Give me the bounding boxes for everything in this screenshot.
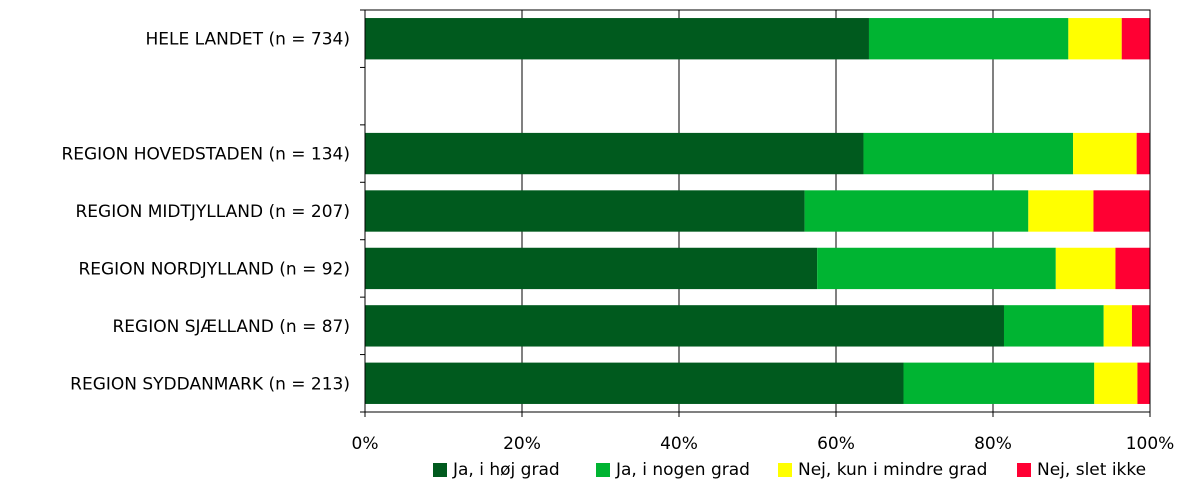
bar-ja-i-h-j-grad [365,132,864,175]
x-tick-label: 80% [974,434,1012,454]
bar-nej-kun-i-mindre-grad [1073,132,1137,175]
legend-item-nej-slet-ikke: Nej, slet ikke [1017,460,1146,480]
bar-nej-slet-ikke [1115,247,1150,290]
category-label: REGION MIDTJYLLAND (n = 207) [75,202,350,222]
legend-swatch [1017,463,1031,477]
category-label: HELE LANDET (n = 734) [145,30,350,50]
category-label: REGION SYDDANMARK (n = 213) [70,374,350,394]
legend-swatch [433,463,447,477]
legend-item-nej-kun-i-mindre-grad: Nej, kun i mindre grad [778,460,987,480]
bar-nej-kun-i-mindre-grad [1068,18,1122,60]
bar-nej-kun-i-mindre-grad [1028,190,1094,232]
legend-label: Ja, i nogen grad [615,460,750,480]
plot-area-border [364,9,1151,413]
legend-swatch [778,463,792,477]
bar-nej-slet-ikke [1137,362,1150,404]
bar-ja-i-h-j-grad [365,362,904,404]
bar-nej-kun-i-mindre-grad [1055,247,1116,290]
bar-nej-slet-ikke [1121,18,1150,60]
bar-ja-i-h-j-grad [365,18,869,60]
legend-item-ja-i-nogen-grad: Ja, i nogen grad [596,460,750,480]
category-label: REGION SJÆLLAND (n = 87) [112,317,350,337]
category-labels: HELE LANDET (n = 734) REGION HOVEDSTADEN … [61,30,350,395]
x-tick-label: 20% [503,434,541,454]
bar-nej-slet-ikke [1136,132,1150,175]
x-tick-label: 60% [817,434,855,454]
x-tick-labels: 0% 20% 40% 60% 80% 100% [352,434,1175,454]
x-tick-label: 40% [660,434,698,454]
bar-ja-i-h-j-grad [365,247,818,290]
legend-item-ja-i-h-j-grad: Ja, i høj grad [433,460,560,480]
x-tick-label: 0% [352,434,379,454]
bar-nej-kun-i-mindre-grad [1103,305,1132,347]
category-label: REGION HOVEDSTADEN (n = 134) [61,145,350,165]
axes [360,9,1151,417]
bar-ja-i-h-j-grad [365,305,1004,347]
bar-nej-slet-ikke [1131,305,1150,347]
bar-ja-i-h-j-grad [365,190,805,232]
bar-ja-i-nogen-grad [817,247,1056,290]
category-label: REGION NORDJYLLAND (n = 92) [78,259,350,279]
bar-nej-kun-i-mindre-grad [1094,362,1138,404]
legend-label: Nej, slet ikke [1037,460,1146,480]
legend: Ja, i høj grad Ja, i nogen grad Nej, kun i… [433,460,1146,480]
legend-label: Ja, i høj grad [452,460,560,480]
x-tick-label: 100% [1126,434,1175,454]
bar-ja-i-nogen-grad [1003,305,1104,347]
legend-label: Nej, kun i mindre grad [798,460,987,480]
bar-ja-i-nogen-grad [868,18,1069,60]
legend-swatch [596,463,610,477]
bar-ja-i-nogen-grad [863,132,1074,175]
bar-nej-slet-ikke [1093,190,1150,232]
bar-ja-i-nogen-grad [804,190,1029,232]
bars [365,18,1150,404]
bar-ja-i-nogen-grad [903,362,1095,404]
